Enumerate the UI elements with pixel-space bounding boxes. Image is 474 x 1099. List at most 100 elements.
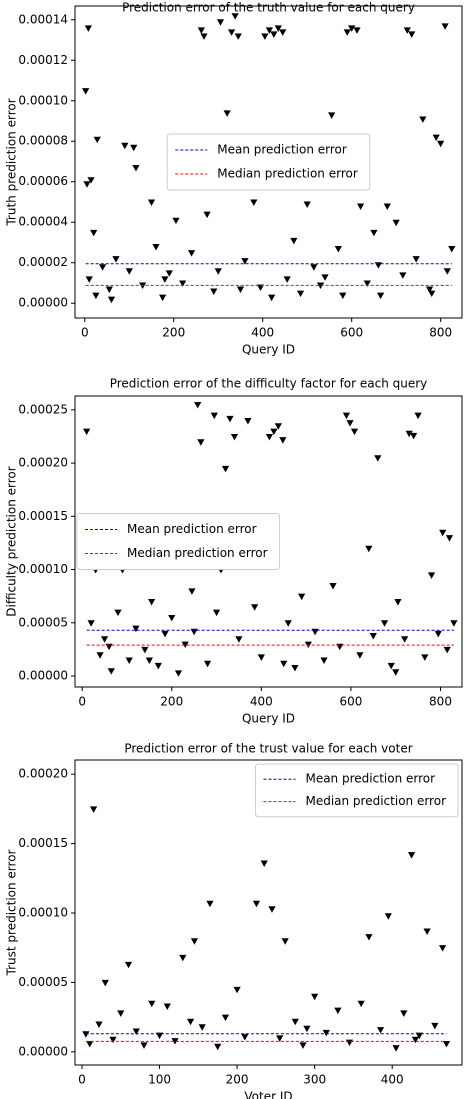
point [376,1027,385,1034]
point [412,256,420,263]
point [161,630,169,638]
point [303,1025,311,1033]
y-tick-label: 0.00012 [18,53,68,67]
point [321,274,329,281]
point [203,660,212,668]
point [431,1022,439,1030]
point [105,286,113,294]
point [85,276,93,283]
y-tick-label: 0.00015 [18,509,68,523]
point [90,229,98,237]
y-tick-label: 0.00000 [18,669,68,683]
point [437,140,445,148]
x-tick-label: 400 [381,1073,404,1087]
point [121,142,129,150]
y-tick-label: 0.00005 [18,615,68,629]
point [298,593,306,601]
x-tick-label: 600 [340,326,363,340]
y-tick-label: 0.00008 [18,134,68,148]
point [350,428,359,436]
y-tick-label: 0.00015 [18,836,68,850]
plot-frame [74,395,463,688]
x-tick-label: 600 [339,695,362,709]
point [441,23,449,30]
point [296,290,305,298]
point [197,439,205,446]
chart-title: Prediction error of the trust value for … [124,742,412,756]
legend: Mean prediction error Median prediction e… [76,513,281,570]
point [357,1000,365,1008]
point [147,199,156,206]
point [316,282,325,289]
legend-box [166,133,371,191]
point [82,88,90,95]
point [210,412,218,420]
point [407,852,416,859]
point [256,284,265,291]
point [387,662,395,670]
point [148,1000,156,1008]
point [401,636,409,643]
point [432,134,440,142]
y-tick-label: 0.00010 [18,562,68,576]
point [290,237,298,245]
point [181,641,189,649]
point [87,177,95,184]
point [427,572,436,579]
point [421,654,429,661]
point [345,1039,354,1047]
point [270,428,278,436]
point [403,27,411,34]
point [163,1003,171,1010]
point [230,433,239,441]
y-tick-label: 0.00000 [18,296,68,310]
point [363,280,371,287]
y-tick-label: 0.00025 [18,402,68,416]
point [159,294,167,302]
point [109,1036,117,1044]
point [172,217,180,225]
point [370,229,378,237]
point [112,256,120,263]
point [200,33,208,40]
point [186,1018,195,1026]
plot-frame [74,759,463,1066]
point [356,203,365,210]
y-axis-label: Difficulty prediction error [5,466,19,616]
point [328,112,336,119]
point [443,646,451,654]
point [107,668,115,675]
point [194,401,202,409]
point [410,432,418,440]
point [197,27,205,34]
point [299,1042,307,1049]
point [234,33,242,40]
point [140,1042,148,1049]
point [443,268,451,275]
point [353,27,361,34]
point [450,620,458,627]
point [310,264,318,271]
point [235,636,243,643]
point [414,412,422,420]
x-axis-label: Query ID [242,343,295,357]
point [348,25,356,32]
point [434,630,442,638]
y-tick-label: 0.00014 [18,12,68,26]
legend: Mean prediction error Median prediction e… [166,133,371,191]
point [374,455,382,462]
point [244,417,252,425]
point [132,625,140,633]
point [84,25,92,32]
point [203,211,211,219]
point [320,657,328,665]
point [154,662,162,670]
point [439,945,447,952]
point [223,110,231,117]
point [198,1024,206,1031]
point [445,535,454,542]
x-tick-label: 100 [148,1073,171,1087]
point [107,296,116,304]
point [339,292,347,300]
